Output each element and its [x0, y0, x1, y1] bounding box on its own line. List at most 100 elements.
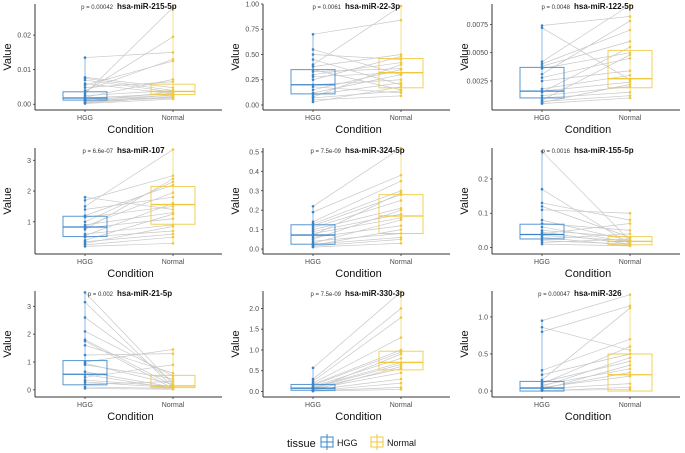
x-axis-label: Condition [335, 124, 381, 136]
normal-point [628, 356, 632, 359]
normal-point [628, 69, 632, 73]
hgg-point [83, 370, 87, 374]
normal-point [171, 380, 175, 383]
hgg-point [83, 78, 87, 82]
y-tick-label: 1.0 [478, 314, 488, 321]
pair-line [541, 240, 631, 245]
y-tick-label: 0.25 [245, 77, 259, 84]
normal-point [628, 15, 632, 18]
normal-point [171, 180, 175, 184]
x-tick-label: Normal [619, 259, 642, 266]
normal-point [399, 377, 403, 381]
hgg-point [83, 316, 87, 319]
pair-line [312, 19, 402, 35]
normal-point [399, 193, 403, 196]
pair-line [541, 364, 631, 390]
pair-line [541, 151, 631, 241]
pair-line [84, 91, 174, 102]
y-axis-label: Value [230, 330, 242, 357]
hgg-point [83, 228, 87, 231]
p-value-label: p = 0.00047 [538, 292, 571, 298]
normal-point [171, 212, 175, 216]
normal-point [399, 83, 403, 87]
hgg-point [311, 68, 315, 71]
hgg-point [83, 235, 87, 239]
pair-line [84, 224, 174, 235]
hgg-point [311, 230, 315, 233]
x-tick-label: HGG [534, 402, 550, 409]
normal-point [628, 83, 632, 86]
pair-line [541, 368, 631, 386]
x-axis-label: Condition [335, 411, 381, 423]
x-tick-label: Normal [162, 259, 185, 266]
normal-point [628, 90, 632, 94]
normal-point [399, 238, 403, 241]
normal-point [399, 179, 403, 183]
pair-line [312, 291, 402, 369]
hgg-point [83, 382, 87, 386]
y-tick-label: 0.5 [249, 149, 259, 156]
pair-line [84, 58, 174, 91]
normal-point [399, 371, 403, 375]
y-tick-label: 0.0050 [467, 50, 489, 57]
pair-line [312, 86, 402, 103]
pair-line [541, 346, 631, 384]
x-tick-label: HGG [534, 259, 550, 266]
pair-line [84, 353, 174, 356]
panel-title: hsa-miR-107 [117, 146, 165, 155]
y-tick-label: 3 [27, 304, 31, 311]
normal-point [399, 218, 403, 222]
normal-point [399, 365, 403, 368]
panel-hsa-miR-122-5p: 0.0025 0.0050 0.0075 HGG Normal Condition Valu… [459, 2, 680, 136]
normal-point [399, 94, 403, 98]
pair-line [312, 308, 402, 380]
pair-line [84, 184, 174, 216]
pair-line [84, 301, 174, 388]
hgg-point [540, 205, 544, 208]
pair-line [312, 192, 402, 236]
normal-point [399, 63, 403, 66]
normal-point [171, 202, 175, 205]
pair-line [312, 389, 402, 392]
hgg-point [311, 245, 315, 249]
pair-line [84, 364, 174, 378]
normal-point [399, 208, 403, 212]
pair-line [84, 242, 174, 247]
normal-point [399, 232, 403, 235]
normal-point [399, 78, 403, 82]
pair-line [541, 219, 631, 242]
hgg-point [83, 339, 87, 343]
pair-line [541, 353, 631, 376]
pair-line [541, 326, 631, 351]
normal-point [399, 173, 403, 177]
normal-point [171, 208, 175, 211]
panel-hsa-miR-155-5p: 0.0 0.1 0.2 HGG Normal Condition Value p = 0.00… [459, 146, 680, 280]
hgg-point [311, 220, 315, 224]
hgg-point [311, 366, 315, 370]
y-tick-label: 0.0025 [467, 78, 489, 85]
normal-point [628, 85, 632, 88]
x-tick-label: Normal [390, 402, 413, 409]
normal-point [171, 80, 175, 84]
pair-line [84, 79, 174, 93]
pair-line [312, 382, 402, 392]
hgg-point [540, 150, 544, 153]
y-tick-label: 0.1 [478, 211, 488, 218]
y-tick-label: 0.2 [478, 176, 488, 183]
hgg-point [83, 245, 87, 248]
normal-point [171, 86, 175, 89]
hgg-point [540, 67, 544, 70]
pair-line [84, 213, 174, 241]
y-tick-label: 1.0 [249, 347, 259, 354]
hgg-point [83, 56, 87, 59]
panel-hsa-miR-324-5p: 0.0 0.1 0.2 0.3 0.4 0.5 HGG Normal Condition Valu… [230, 146, 450, 280]
hgg-point [540, 319, 544, 322]
pair-line [84, 236, 174, 246]
y-tick-label: 0.0075 [467, 22, 489, 29]
normal-point [171, 348, 175, 351]
normal-point [628, 348, 632, 352]
legend-title: tissue [287, 438, 316, 450]
y-tick-label: 0.4 [249, 169, 259, 176]
panel-title: hsa-miR-155-5p [574, 146, 634, 155]
pair-line [541, 95, 631, 102]
